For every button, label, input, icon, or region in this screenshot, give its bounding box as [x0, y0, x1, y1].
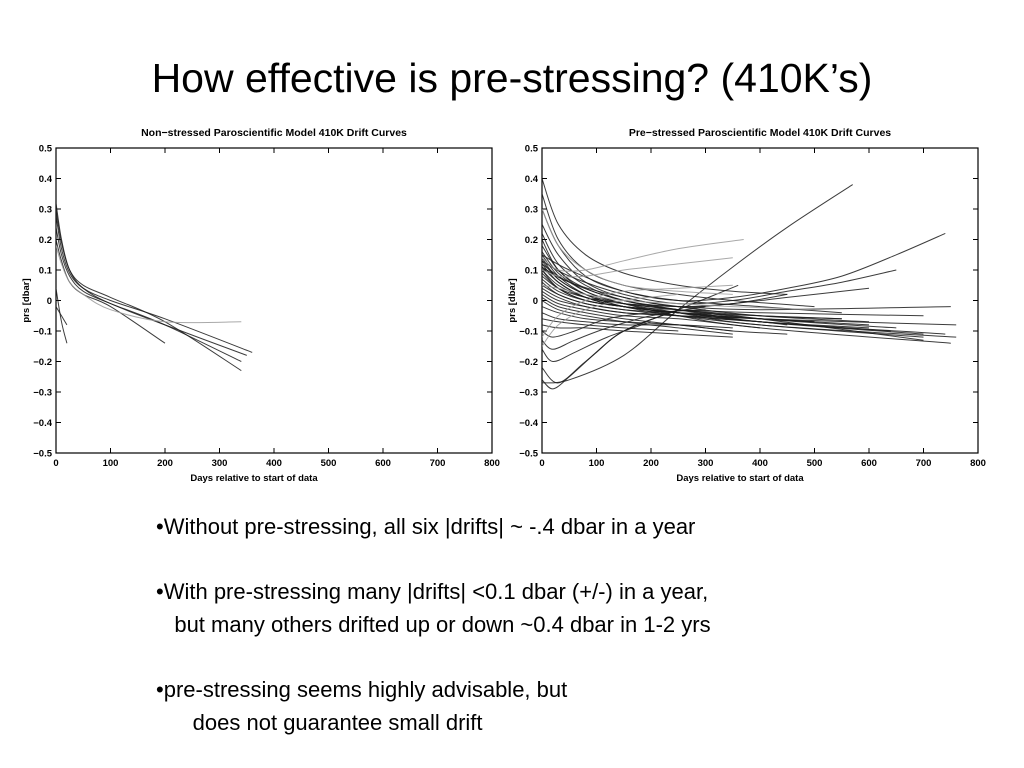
bullet-line-continued: does not guarantee small drift	[156, 710, 483, 735]
x-tick-label: 200	[643, 458, 659, 469]
y-tick-label: 0.3	[525, 205, 538, 216]
series-line	[56, 239, 166, 344]
x-tick-label: 600	[861, 458, 877, 469]
y-tick-label: 0.2	[39, 235, 52, 246]
x-tick-label: 0	[53, 458, 58, 469]
series-line	[542, 309, 706, 338]
series-line	[542, 239, 744, 272]
y-tick-label: −0.5	[33, 449, 52, 460]
series-line	[542, 306, 788, 335]
bullet-line: •Without pre-stressing, all six |drifts|…	[156, 514, 696, 539]
y-tick-label: 0.4	[525, 174, 539, 185]
series-line	[56, 202, 247, 356]
y-tick-label: −0.5	[519, 449, 538, 460]
series-line	[542, 293, 679, 347]
y-axis-label: prs [dbar]	[507, 278, 518, 322]
y-tick-label: −0.4	[33, 418, 52, 429]
series-line	[56, 227, 242, 362]
series-line	[56, 306, 68, 326]
y-tick-label: −0.4	[519, 418, 538, 429]
x-axis-label: Days relative to start of data	[190, 473, 318, 484]
y-tick-label: −0.1	[519, 327, 538, 338]
y-tick-label: 0.1	[39, 266, 53, 277]
y-tick-label: 0.1	[525, 266, 539, 277]
chart-title: Non−stressed Paroscientific Model 410K D…	[141, 127, 407, 139]
x-tick-label: 400	[266, 458, 282, 469]
series-line	[56, 215, 253, 353]
x-tick-label: 500	[321, 458, 337, 469]
series-group	[542, 178, 957, 390]
chart-pre-stressed: Pre−stressed Paroscientific Model 410K D…	[500, 118, 990, 490]
y-tick-label: −0.2	[519, 357, 538, 368]
y-tick-label: 0	[47, 296, 52, 307]
x-tick-label: 700	[430, 458, 446, 469]
chart-non-stressed: Non−stressed Paroscientific Model 410K D…	[14, 118, 504, 490]
series-line	[542, 208, 842, 314]
x-axis-label: Days relative to start of data	[676, 473, 804, 484]
y-axis-label: prs [dbar]	[21, 278, 32, 322]
bullet-item: •Without pre-stressing, all six |drifts|…	[156, 510, 996, 543]
series-line	[542, 257, 733, 278]
x-tick-label: 0	[539, 458, 544, 469]
series-line	[542, 208, 733, 295]
y-tick-label: −0.3	[33, 388, 52, 399]
series-line	[542, 312, 733, 329]
x-tick-label: 400	[752, 458, 768, 469]
y-tick-label: 0.5	[525, 144, 539, 155]
x-tick-label: 100	[589, 458, 605, 469]
series-line	[542, 284, 733, 338]
slide-title: How effective is pre-stressing? (410K’s)	[151, 55, 873, 101]
series-line	[542, 300, 733, 335]
series-line	[56, 245, 242, 324]
chart-pre-stressed-svg: Pre−stressed Paroscientific Model 410K D…	[507, 127, 986, 484]
plot-frame	[55, 147, 493, 454]
bullet-item: •pre-stressing seems highly advisable, b…	[156, 673, 996, 739]
series-group	[56, 202, 253, 372]
series-line	[56, 288, 68, 344]
series-line	[542, 284, 815, 311]
bullet-line: •With pre-stressing many |drifts| <0.1 d…	[156, 579, 709, 604]
x-tick-label: 300	[212, 458, 228, 469]
series-line	[542, 178, 788, 295]
chart-title: Pre−stressed Paroscientific Model 410K D…	[629, 127, 891, 139]
bullet-line-continued: but many others drifted up or down ~0.4 …	[156, 612, 711, 637]
x-tick-label: 100	[103, 458, 119, 469]
bullet-line: •pre-stressing seems highly advisable, b…	[156, 677, 568, 702]
series-line	[56, 208, 242, 372]
series-line	[542, 260, 897, 305]
x-tick-label: 700	[916, 458, 932, 469]
x-tick-label: 800	[484, 458, 500, 469]
x-tick-label: 200	[157, 458, 173, 469]
y-tick-label: −0.3	[519, 388, 538, 399]
series-line	[542, 284, 842, 320]
series-line	[542, 290, 788, 326]
y-tick-label: 0.2	[525, 235, 538, 246]
y-tick-label: 0	[533, 296, 538, 307]
chart-non-stressed-svg: Non−stressed Paroscientific Model 410K D…	[21, 127, 500, 484]
series-line	[542, 306, 706, 350]
bullet-item: •With pre-stressing many |drifts| <0.1 d…	[156, 575, 996, 641]
y-tick-label: −0.1	[33, 327, 52, 338]
y-tick-label: 0.4	[39, 174, 53, 185]
y-tick-label: 0.3	[39, 205, 52, 216]
y-tick-label: 0.5	[39, 144, 53, 155]
x-tick-label: 800	[970, 458, 986, 469]
bullet-list: •Without pre-stressing, all six |drifts|…	[156, 510, 996, 739]
series-line	[542, 309, 679, 390]
series-line	[542, 318, 679, 332]
series-line	[542, 266, 788, 308]
x-tick-label: 600	[375, 458, 391, 469]
x-tick-label: 500	[807, 458, 823, 469]
x-tick-label: 300	[698, 458, 714, 469]
y-tick-label: −0.2	[33, 357, 52, 368]
